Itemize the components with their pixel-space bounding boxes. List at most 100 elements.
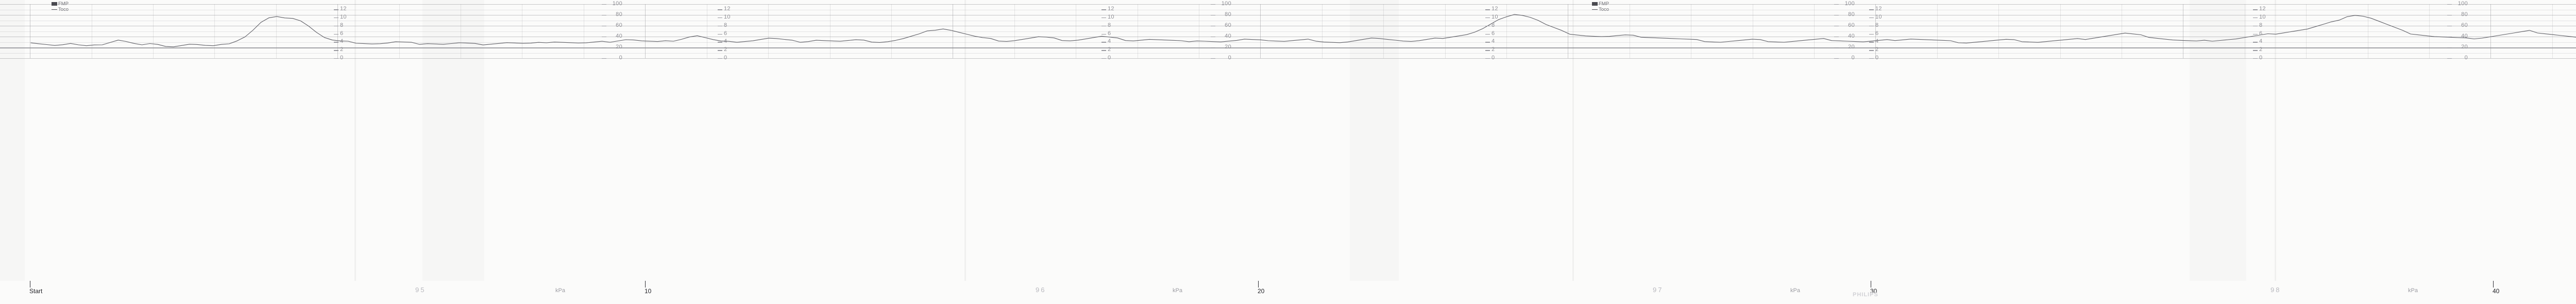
axis-tick-label-kpa: 8 (724, 22, 727, 28)
legend-item-label: Toco (58, 7, 69, 12)
axis-tick-mark-kpa (2253, 58, 2258, 59)
axis-tick-mark-kpa (718, 9, 722, 10)
axis-tick-label-kpa: 2 (724, 46, 727, 53)
legend: FMP Toco (1592, 1, 1609, 12)
axis-tick-label-kpa: 12 (1108, 6, 1114, 12)
paper-seam (1572, 0, 1574, 281)
axis-tick-mark-kpa (334, 9, 338, 10)
axis-tick-mark-kpa (1869, 58, 1874, 59)
axis-tick-mark-kpa (1101, 33, 1106, 35)
legend-item-label: Toco (1599, 7, 1609, 12)
axis-tick-label-kpa: 8 (1875, 22, 1879, 28)
axis-tick-mark-kpa (2253, 9, 2258, 10)
grid-line-vertical (1937, 4, 1938, 58)
axis-tick-label-mmhg: 100 (1221, 1, 1231, 7)
grid-line-vertical (2060, 4, 2061, 58)
axis-tick-label-kpa: 2 (2259, 46, 2263, 53)
time-tick-label: 40 (2493, 288, 2500, 295)
grid-line-vertical (1875, 4, 1876, 58)
grid-line-vertical (2429, 4, 2430, 58)
axis-tick-mark-kpa (718, 58, 722, 59)
grid-line-horizontal (0, 4, 2576, 5)
page-number: 95 (415, 286, 426, 294)
axis-tick-mark-kpa (1869, 9, 1874, 10)
brand-label: PHILIPS (1853, 292, 1878, 298)
axis-tick-label-kpa: 0 (1108, 55, 1111, 61)
paper-seam (964, 0, 966, 281)
time-tick-mark (1258, 281, 1259, 288)
axis-tick-label-kpa: 4 (1875, 38, 1879, 45)
axis-tick-label-kpa: 6 (1875, 30, 1879, 37)
grid-line-vertical (768, 4, 769, 58)
axis-tick-mark-mmhg (1834, 58, 1839, 59)
axis-tick-label-kpa: 4 (340, 38, 344, 45)
axis-tick-label-kpa: 6 (1492, 30, 1495, 37)
axis-tick-mark-kpa (1869, 33, 1874, 35)
axis-tick-label-mmhg: 80 (2461, 11, 2468, 18)
axis-tick-label-mmhg: 0 (2464, 55, 2468, 61)
time-tick-mark (645, 281, 646, 288)
grid-line-vertical (1260, 4, 1261, 58)
toco-line-path (30, 14, 2576, 47)
time-tick-mark (2493, 281, 2494, 288)
axis-tick-label-mmhg: 80 (1848, 11, 1855, 18)
page-number: 97 (1653, 286, 1664, 294)
grid-line-horizontal (0, 47, 2576, 48)
axis-tick-mark-mmhg (602, 58, 606, 59)
axis-tick-label-mmhg: 100 (612, 1, 622, 7)
legend-item-label: FMP (1599, 1, 1609, 7)
axis-tick-mark-mmhg (2447, 47, 2452, 48)
time-tick-label: 10 (645, 288, 652, 295)
grid-line-vertical (2490, 4, 2491, 58)
axis-tick-mark-kpa (334, 33, 338, 35)
chart-grid (0, 4, 2576, 59)
grid-line-horizontal (0, 58, 2576, 59)
grid-line-vertical (1322, 4, 1323, 58)
axis-tick-label-mmhg: 100 (2458, 1, 2468, 7)
axis-tick-mark-mmhg (2447, 4, 2452, 5)
axis-tick-label-kpa: 2 (1875, 46, 1879, 53)
axis-tick-mark-mmhg (1211, 4, 1215, 5)
axis-tick-label-mmhg: 0 (1228, 55, 1231, 61)
axis-tick-label-mmhg: 40 (616, 33, 622, 39)
grid-line-horizontal-minor (0, 31, 2576, 32)
grid-line-vertical (214, 4, 215, 58)
axis-tick-label-mmhg: 60 (1225, 22, 1231, 28)
grid-line-vertical (1506, 4, 1507, 58)
axis-tick-label-kpa: 10 (340, 14, 347, 21)
axis-tick-mark-mmhg (1834, 47, 1839, 48)
paper-seam (2275, 0, 2276, 281)
axis-tick-label-kpa: 4 (1108, 38, 1111, 45)
grid-line-vertical (1998, 4, 1999, 58)
grid-line-vertical (645, 4, 646, 58)
axis-tick-label-kpa: 0 (1492, 55, 1495, 61)
axis-tick-label-kpa: 2 (340, 46, 344, 53)
axis-tick-label-mmhg: 20 (1225, 44, 1231, 50)
grid-line-vertical (276, 4, 277, 58)
axis-tick-mark-mmhg (2447, 58, 2452, 59)
axis-tick-label-mmhg: 20 (616, 44, 622, 50)
axis-tick-label-mmhg: 60 (616, 22, 622, 28)
axis-tick-label-mmhg: 60 (2461, 22, 2468, 28)
grid-line-vertical (830, 4, 831, 58)
axis-tick-label-kpa: 6 (1108, 30, 1111, 37)
grid-line-vertical (1445, 4, 1446, 58)
axis-tick-label-kpa: 0 (1875, 55, 1879, 61)
axis-tick-label-kpa: 2 (1108, 46, 1111, 53)
grid-line-vertical (2306, 4, 2307, 58)
axis-tick-label-kpa: 12 (724, 6, 731, 12)
axis-tick-label-mmhg: 60 (1848, 22, 1855, 28)
axis-tick-label-kpa: 6 (2259, 30, 2263, 37)
axis-tick-label-mmhg: 0 (1851, 55, 1855, 61)
axis-tick-label-kpa: 0 (340, 55, 344, 61)
axis-tick-label-kpa: 12 (1875, 6, 1882, 12)
axis-tick-mark-mmhg (1211, 58, 1215, 59)
axis-tick-label-kpa: 4 (724, 38, 727, 45)
axis-tick-label-kpa: 2 (1492, 46, 1495, 53)
legend-item-toco: Toco (52, 7, 69, 12)
axis-tick-label-kpa: 12 (1492, 6, 1498, 12)
fmp-swatch-icon (52, 2, 57, 6)
time-tick-label: Start (29, 288, 43, 295)
axis-tick-label-mmhg: 80 (616, 11, 622, 18)
